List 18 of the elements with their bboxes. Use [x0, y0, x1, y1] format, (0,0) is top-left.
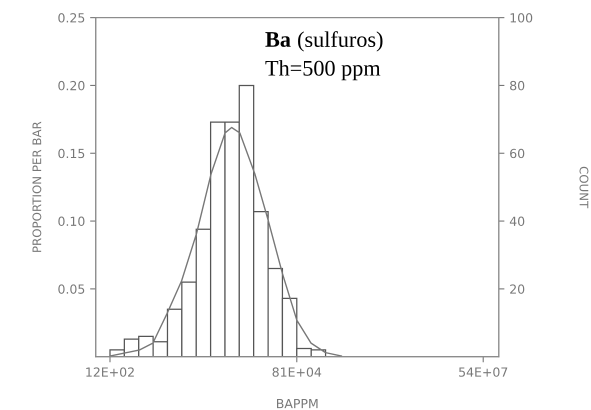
y2-axis-title: COUNT [579, 166, 588, 208]
y-tick-label: 0.10 [58, 216, 84, 226]
annotation: Ba (sulfuros) [265, 31, 382, 52]
x-tick-label: 54E+07 [459, 367, 508, 377]
y2-tick-label: 80 [510, 80, 524, 90]
x-tick-label: 81E+04 [272, 367, 322, 377]
y-tick-label: 0.05 [58, 284, 84, 294]
y-tick-label: 0.25 [58, 13, 84, 23]
y-tick-label: 0.15 [58, 148, 84, 158]
y2-tick-label: 40 [510, 216, 524, 226]
y2-tick-label: 60 [510, 148, 524, 158]
y-axis-title: PROPORTION PER BAR [32, 122, 42, 252]
y-tick-label: 0.20 [58, 80, 84, 90]
y2-tick-label: 20 [510, 284, 524, 294]
x-tick-label: 12E+02 [86, 367, 134, 377]
x-axis-title: BAPPM [277, 399, 318, 408]
annotation: Th=500 ppm [265, 60, 380, 80]
y2-tick-label: 100 [510, 13, 532, 23]
